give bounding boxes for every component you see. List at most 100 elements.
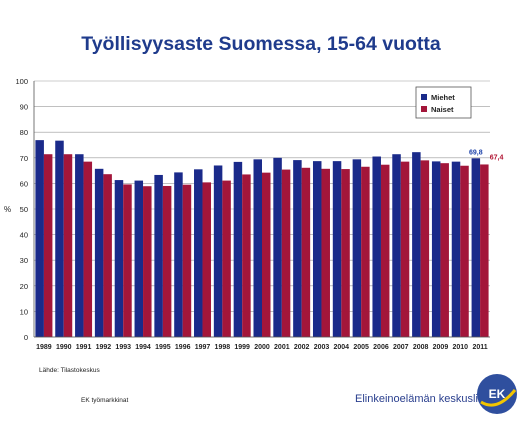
bar-miehet-2000 (253, 159, 262, 337)
bar-naiset-1991 (83, 161, 93, 337)
legend-swatch-miehet (421, 94, 427, 100)
x-tick-label: 2000 (254, 344, 270, 351)
x-tick-label: 2006 (373, 344, 389, 351)
x-tick-label: 2008 (413, 344, 429, 351)
source-note: Lähde: Tilastokeskus (39, 367, 100, 374)
bar-miehet-2010 (451, 161, 461, 337)
bar-miehet-1989 (35, 140, 44, 337)
y-axis-label: % (4, 205, 11, 214)
bar-naiset-2009 (440, 163, 449, 337)
y-tick-label: 30 (20, 256, 28, 265)
legend-swatch-naiset (421, 106, 427, 112)
bar-naiset-2005 (361, 166, 370, 337)
bar-naiset-2008 (420, 160, 430, 337)
x-tick-label: 2009 (433, 344, 449, 351)
bar-miehet-2003 (312, 161, 322, 337)
y-tick-label: 20 (20, 282, 28, 291)
bar-naiset-1989 (43, 154, 53, 337)
bar-miehet-1993 (114, 180, 124, 337)
x-tick-label: 1997 (195, 344, 211, 351)
bar-naiset-2011 (480, 164, 489, 337)
bar-naiset-2010 (460, 165, 469, 337)
bar-naiset-1994 (143, 186, 152, 337)
bar-naiset-2006 (380, 164, 390, 337)
x-tick-label: 2004 (334, 344, 350, 351)
ek-logo: EK (477, 374, 517, 414)
x-tick-label: 1996 (175, 344, 191, 351)
bar-naiset-1996 (182, 184, 192, 337)
bar-naiset-2001 (281, 169, 291, 337)
x-tick-label: 1993 (115, 344, 131, 351)
bar-miehet-2005 (352, 159, 362, 337)
y-tick-label: 10 (20, 307, 28, 316)
x-tick-label: 1995 (155, 344, 171, 351)
y-tick-label: 90 (20, 103, 28, 112)
annotations: 69,8 67,4 (469, 149, 503, 161)
logo-text: EK (489, 387, 506, 401)
bar-miehet-1999 (233, 161, 243, 337)
bar-naiset-1993 (123, 184, 132, 337)
bar-miehet-1997 (194, 169, 203, 337)
x-axis: 1989 1990 1991 1992 1993 1994 1995 1996 1997 1998… (34, 336, 490, 351)
bar-miehet-2007 (392, 154, 401, 337)
footer-department: EK työmarkkinat (81, 397, 129, 404)
bar-miehet-1992 (94, 168, 104, 337)
bar-naiset-2004 (341, 169, 350, 337)
bar-naiset-2000 (262, 172, 271, 337)
bar-naiset-1999 (242, 174, 251, 337)
data-label-naiset: 67,4 (490, 154, 504, 161)
bar-miehet-1990 (55, 140, 64, 337)
bar-naiset-1990 (63, 154, 73, 337)
x-tick-label: 2001 (274, 344, 290, 351)
logo-swoosh (480, 389, 517, 407)
y-tick-label: 40 (20, 231, 28, 240)
x-tick-label: 1991 (76, 344, 92, 351)
bar-miehet-2006 (372, 156, 381, 337)
x-tick-label: 1998 (215, 344, 231, 351)
bar-miehet-1991 (75, 154, 84, 337)
bar-naiset-1998 (222, 180, 231, 337)
chart-title: Työllisyysaste Suomessa, 15-64 vuotta (81, 33, 441, 55)
legend: Miehet Naiset (415, 86, 472, 119)
bar-naiset-2007 (400, 161, 410, 337)
data-label-miehet: 69,8 (469, 149, 483, 156)
x-tick-label: 2010 (452, 344, 468, 351)
bar-naiset-1995 (162, 185, 172, 337)
bar-naiset-1997 (202, 182, 212, 337)
bar-naiset-1992 (103, 174, 112, 337)
bar-miehet-1998 (213, 165, 223, 337)
legend-label-naiset: Naiset (431, 105, 454, 114)
bar-miehet-1995 (154, 174, 163, 337)
y-axis: 0 10 20 30 40 50 60 70 80 90 100 (15, 77, 35, 342)
x-tick-label: 2011 (472, 344, 487, 351)
x-tick-label: 1994 (135, 344, 151, 351)
y-tick-label: 100 (15, 77, 28, 86)
y-tick-label: 70 (20, 154, 28, 163)
bars (35, 140, 489, 337)
x-tick-label: 2007 (393, 344, 409, 351)
x-tick-label: 1989 (36, 344, 52, 351)
bar-miehet-2002 (293, 160, 302, 337)
bar-miehet-2009 (431, 161, 441, 337)
legend-box (415, 86, 472, 119)
x-tick-label: 1992 (96, 344, 112, 351)
bar-miehet-1994 (134, 180, 144, 337)
bar-miehet-2011 (471, 158, 481, 337)
bar-miehet-1996 (174, 172, 183, 337)
bar-miehet-2001 (273, 157, 282, 337)
y-tick-label: 0 (24, 333, 28, 342)
bar-naiset-2002 (301, 167, 311, 337)
x-tick-label: 2002 (294, 344, 310, 351)
bar-miehet-2008 (412, 152, 421, 337)
bar-naiset-2003 (321, 168, 330, 337)
y-tick-label: 80 (20, 128, 28, 137)
x-tick-label: 1990 (56, 344, 72, 351)
y-tick-label: 60 (20, 179, 28, 188)
x-tick-label: 2005 (353, 344, 369, 351)
legend-label-miehet: Miehet (431, 93, 455, 102)
organization-name: Elinkeinoelämän keskusliitto (355, 393, 493, 405)
y-tick-label: 50 (20, 205, 28, 214)
x-tick-label: 1999 (234, 344, 250, 351)
bar-miehet-2004 (332, 161, 342, 337)
